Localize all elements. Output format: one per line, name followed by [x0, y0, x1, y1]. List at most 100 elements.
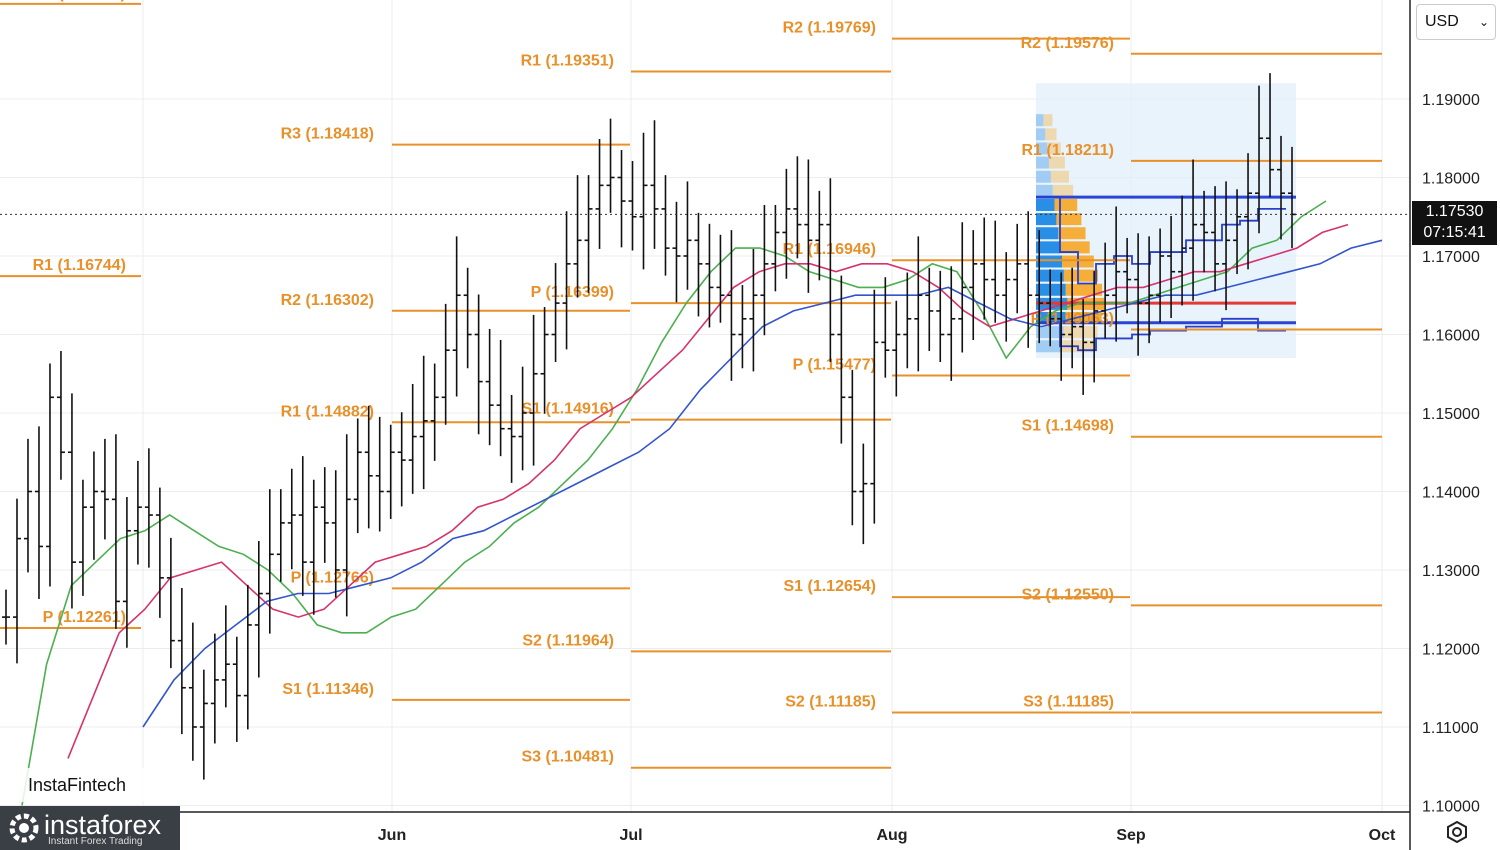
- ohlc-bar: [298, 456, 307, 596]
- ohlc-bar: [903, 272, 912, 369]
- ohlc-bar: [760, 204, 769, 336]
- watermark-brand: InstaFintech: [20, 768, 152, 802]
- ohlc-bar: [23, 438, 32, 573]
- ohlc-bar: [1123, 237, 1132, 314]
- watermark-text: InstaFintech: [28, 775, 127, 795]
- month-label: Aug: [876, 827, 907, 844]
- pivot-label-jul-r1: R1 (1.16946): [783, 241, 876, 258]
- pivot-label-may-r3: R3 (1.18418): [281, 126, 374, 143]
- ohlc-bar: [837, 275, 846, 444]
- volume-bar-buy: [1036, 227, 1059, 240]
- ohlc-bars: [2, 73, 1296, 780]
- settings-icon[interactable]: [1446, 821, 1468, 843]
- ohlc-bar: [584, 175, 593, 293]
- pivot-label-aug-s1: S1 (1.14698): [1021, 418, 1114, 435]
- ohlc-bar: [650, 120, 659, 249]
- volume-bar-sell: [1050, 170, 1069, 183]
- ohlc-bar: [1233, 189, 1242, 275]
- price-axis: 1.10000 1.11000 1.12000 1.13000 1.14000 1.150…: [0, 92, 1480, 816]
- ohlc-bar: [793, 156, 802, 259]
- pivot-label-jul-p: P (1.15477): [793, 357, 876, 374]
- ohlc-bar: [364, 405, 373, 529]
- ohlc-bar: [892, 300, 901, 397]
- ohlc-bar: [155, 487, 164, 618]
- price-tick-label: 1.17000: [1422, 249, 1480, 266]
- moving-average-red: [67, 223, 1349, 759]
- volume-profile-area: [1036, 83, 1296, 359]
- volume-bar-buy: [1036, 128, 1046, 141]
- ohlc-bar: [1200, 190, 1209, 273]
- ohlc-bar: [1035, 230, 1044, 344]
- ohlc-bar: [914, 236, 923, 372]
- ohlc-bar: [507, 394, 516, 483]
- ohlc-bar: [980, 217, 989, 320]
- ohlc-bar: [815, 190, 824, 281]
- ohlc-bar: [67, 393, 76, 609]
- ohlc-bar: [716, 234, 725, 323]
- ohlc-bar: [89, 451, 98, 560]
- volume-bar-buy: [1036, 184, 1053, 197]
- moving-averages: [21, 200, 1383, 806]
- ohlc-bar: [78, 479, 87, 596]
- ohlc-bar: [1002, 252, 1011, 342]
- ohlc-bar: [958, 222, 967, 353]
- ohlc-bar: [452, 236, 461, 397]
- currency-dropdown[interactable]: USD ⌄: [1416, 4, 1496, 40]
- ohlc-bar: [419, 355, 428, 490]
- ohlc-bar: [188, 622, 197, 761]
- ohlc-bar: [936, 270, 945, 362]
- ohlc-bar: [1244, 153, 1253, 270]
- logo-name: instaforex: [44, 810, 162, 840]
- ohlc-bar: [375, 416, 384, 532]
- volume-bar-sell: [1045, 128, 1057, 141]
- ohlc-bar: [45, 363, 54, 587]
- ohlc-bar: [1277, 135, 1286, 240]
- volume-bar-buy: [1036, 114, 1044, 127]
- ohlc-bar: [1101, 242, 1110, 339]
- pivot-label-jul-s1: S1 (1.12654): [783, 578, 876, 595]
- pivot-label-apr-r2: R2 (1.20211): [33, 0, 126, 2]
- ohlc-bar: [826, 178, 835, 362]
- ohlc-bar: [221, 605, 230, 708]
- ohlc-bar: [749, 248, 758, 372]
- ohlc-bar: [925, 267, 934, 351]
- ohlc-bar: [1068, 267, 1077, 369]
- volume-bar-sell: [1063, 326, 1098, 339]
- pivot-label-jul-s2: S2 (1.11185): [785, 693, 876, 710]
- ohlc-bar: [342, 434, 351, 617]
- ohlc-bar: [463, 267, 472, 369]
- ohlc-bar: [771, 204, 780, 292]
- ohlc-bar: [562, 211, 571, 350]
- ohlc-bar: [1013, 223, 1022, 314]
- price-tick-label: 1.18000: [1422, 171, 1480, 188]
- volume-bar-sell: [1060, 241, 1090, 254]
- ohlc-bar: [639, 132, 648, 270]
- pivot-label-aug-s2: S2 (1.12550): [1021, 586, 1114, 603]
- ohlc-bar: [166, 537, 175, 669]
- ohlc-bar: [573, 175, 582, 298]
- ohlc-bar: [408, 383, 417, 494]
- developing-val: [1036, 317, 1286, 352]
- ohlc-bar: [430, 363, 439, 461]
- ohlc-bar: [474, 294, 483, 435]
- price-tick-label: 1.12000: [1422, 642, 1480, 659]
- logo-gear-icon: [9, 813, 39, 843]
- ohlc-bar: [661, 175, 670, 276]
- ohlc-bar: [1112, 206, 1121, 342]
- ohlc-bar: [870, 289, 879, 524]
- price-tick-label: 1.10000: [1422, 799, 1480, 816]
- ohlc-bar: [518, 366, 527, 471]
- pivot-levels: R2 (1.20211) R1 (1.16744) P (1.12261) R3 (1…: [0, 0, 1382, 769]
- ohlc-bar: [254, 540, 263, 678]
- volume-bar-sell: [1063, 269, 1098, 282]
- pivot-label-jun-r1: R1 (1.19351): [521, 52, 614, 69]
- ohlc-bar: [1145, 236, 1154, 344]
- ohlc-bar: [782, 168, 791, 279]
- volume-bar-sell: [1058, 227, 1086, 240]
- bar-countdown: 07:15:41: [1423, 224, 1486, 241]
- ohlc-bar: [881, 277, 890, 378]
- ohlc-bar: [353, 418, 362, 534]
- ohlc-bar: [683, 181, 692, 290]
- ohlc-bar: [265, 489, 274, 634]
